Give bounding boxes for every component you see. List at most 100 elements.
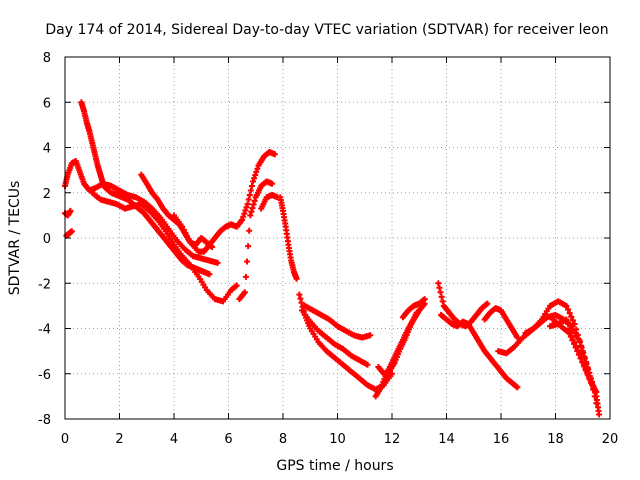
data-point — [484, 300, 491, 307]
data-point — [250, 201, 257, 208]
data-point — [572, 344, 579, 351]
data-point — [249, 205, 256, 212]
data-point — [563, 302, 570, 309]
x-tick-label: 12 — [384, 432, 401, 447]
data-point — [575, 351, 582, 358]
data-point — [271, 151, 278, 158]
data-point — [438, 293, 445, 300]
data-points — [62, 99, 603, 418]
x-tick-label: 14 — [438, 432, 455, 447]
data-point — [577, 355, 584, 362]
data-point — [296, 291, 303, 298]
data-point — [568, 313, 575, 320]
data-point — [585, 373, 592, 380]
data-point — [250, 178, 257, 185]
data-point — [68, 228, 75, 235]
data-point — [239, 216, 246, 223]
data-point — [180, 226, 187, 233]
y-tick-label: 6 — [43, 96, 51, 111]
data-point — [567, 333, 574, 340]
data-point — [185, 236, 192, 243]
data-point — [67, 207, 74, 214]
x-tick-label: 0 — [61, 432, 69, 447]
y-tick-label: 4 — [43, 142, 51, 157]
data-point — [246, 192, 253, 199]
data-point — [565, 306, 572, 313]
data-point — [254, 165, 261, 172]
data-point — [245, 196, 252, 203]
x-tick-label: 4 — [170, 432, 178, 447]
data-point — [241, 210, 248, 217]
data-point — [436, 284, 443, 291]
y-tick-label: 2 — [43, 187, 51, 202]
chart-title: Day 174 of 2014, Sidereal Day-to-day VTE… — [45, 22, 608, 38]
data-point — [580, 362, 587, 369]
data-point — [584, 369, 591, 376]
data-point — [590, 384, 597, 391]
data-point — [240, 213, 247, 220]
y-tick-labels: 8 6 4 2 0 -2 -4 -6 -8 — [38, 51, 51, 428]
y-tick-label: -2 — [38, 277, 51, 292]
data-point — [573, 326, 580, 333]
data-point — [252, 172, 259, 179]
y-tick-label: 0 — [43, 232, 51, 247]
y-tick-label: 8 — [43, 51, 51, 66]
data-point — [251, 197, 258, 204]
data-point — [242, 207, 249, 214]
data-point — [437, 289, 444, 296]
x-tick-label: 8 — [279, 432, 287, 447]
y-tick-label: -6 — [38, 368, 51, 383]
data-point — [248, 208, 255, 215]
x-axis-title: GPS time / hours — [276, 458, 393, 474]
data-point — [364, 361, 371, 368]
data-point — [569, 317, 576, 324]
data-point — [269, 180, 276, 187]
data-point — [514, 334, 521, 341]
data-point — [244, 201, 251, 208]
data-point — [298, 299, 305, 306]
data-point — [421, 296, 428, 303]
data-point — [566, 310, 573, 317]
data-point — [439, 298, 446, 305]
data-point — [253, 168, 260, 175]
data-point — [293, 275, 300, 282]
y-tick-label: -4 — [38, 323, 51, 338]
data-point — [565, 320, 572, 327]
x-tick-label: 16 — [493, 432, 510, 447]
data-point — [184, 233, 191, 240]
data-point — [571, 340, 578, 347]
x-tick-label: 2 — [115, 432, 123, 447]
x-tick-label: 20 — [602, 432, 619, 447]
axis-ticks — [64, 56, 611, 420]
data-point — [413, 309, 420, 316]
data-point — [247, 212, 254, 219]
data-point — [574, 331, 581, 338]
x-tick-labels: 0 2 4 6 8 10 12 14 16 18 20 — [61, 432, 618, 447]
data-point — [297, 295, 304, 302]
data-point — [589, 380, 596, 387]
y-axis-title: SDTVAR / TECUs — [7, 181, 23, 296]
data-point — [596, 411, 603, 418]
data-point — [569, 337, 576, 344]
data-point — [576, 337, 583, 344]
data-point — [243, 204, 250, 211]
data-point — [579, 358, 586, 365]
data-point — [582, 366, 589, 373]
y-tick-label: -8 — [38, 413, 51, 428]
data-point — [206, 271, 213, 278]
data-point — [182, 230, 189, 237]
data-point — [435, 280, 442, 287]
data-point — [179, 223, 186, 230]
data-point — [251, 175, 258, 182]
data-point — [214, 259, 221, 266]
x-tick-label: 18 — [547, 432, 564, 447]
data-point — [563, 316, 570, 323]
data-point — [244, 258, 251, 265]
data-point — [514, 384, 521, 391]
data-point — [571, 320, 578, 327]
x-tick-label: 6 — [224, 432, 232, 447]
data-point — [566, 330, 573, 337]
data-point — [233, 282, 240, 289]
